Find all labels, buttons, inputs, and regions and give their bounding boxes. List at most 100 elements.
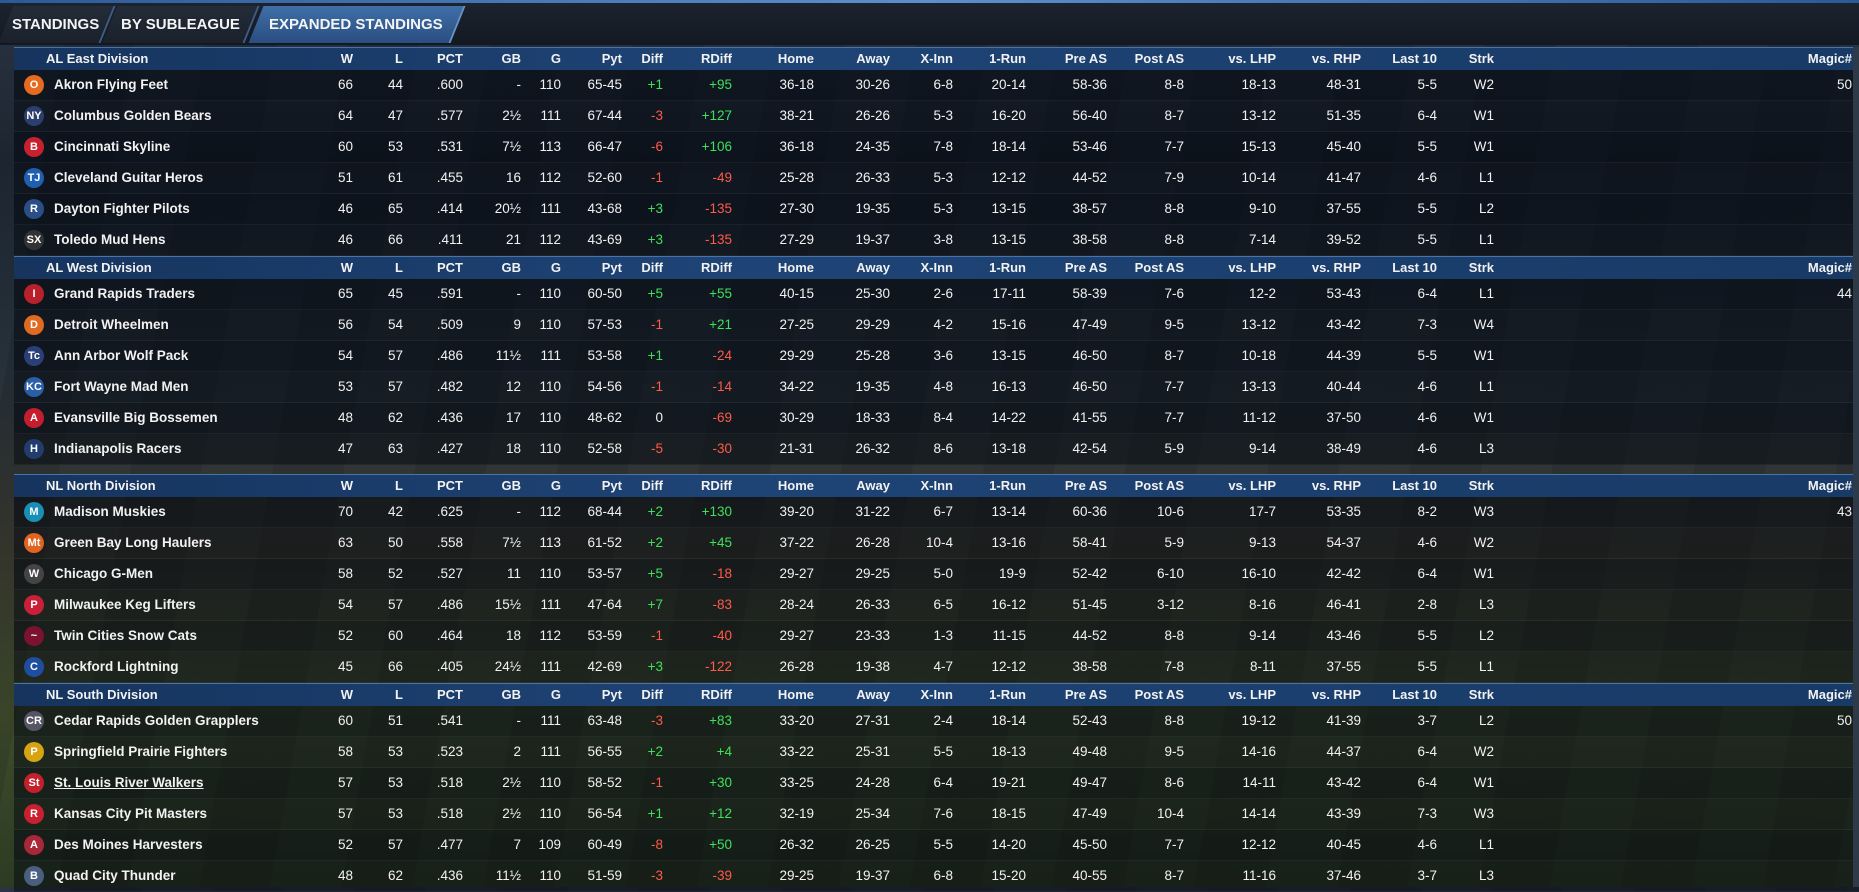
- column-header-diff[interactable]: Diff: [641, 260, 663, 275]
- team-row[interactable]: SX Toledo Mud Hens 46 66 .411 21 112 43-69 +3 -13…: [14, 225, 1859, 256]
- team-name-link[interactable]: Milwaukee Keg Lifters: [54, 597, 196, 612]
- column-header-pct[interactable]: PCT: [437, 260, 463, 275]
- column-header-preas[interactable]: Pre AS: [1064, 478, 1107, 493]
- column-header-strk[interactable]: Strk: [1468, 478, 1494, 493]
- column-header-last10[interactable]: Last 10: [1392, 260, 1437, 275]
- team-name-link[interactable]: Akron Flying Feet: [54, 77, 169, 92]
- column-header-onerun[interactable]: 1-Run: [989, 51, 1026, 66]
- column-header-postas[interactable]: Post AS: [1134, 478, 1184, 493]
- team-name-link[interactable]: Cedar Rapids Golden Grapplers: [54, 713, 259, 728]
- team-name-link[interactable]: Twin Cities Snow Cats: [54, 628, 198, 643]
- team-name-link[interactable]: Green Bay Long Haulers: [54, 535, 212, 550]
- scrollbar-thumb[interactable]: [1853, 47, 1859, 887]
- team-row[interactable]: M Madison Muskies 70 42 .625 - 112 68-44 +2 +130 3…: [14, 497, 1859, 528]
- column-header-pyt[interactable]: Pyt: [601, 478, 622, 493]
- column-header-rdiff[interactable]: RDiff: [700, 478, 732, 493]
- column-header-last10[interactable]: Last 10: [1392, 478, 1437, 493]
- team-name-link[interactable]: Indianapolis Racers: [54, 441, 182, 456]
- column-header-gb[interactable]: GB: [501, 687, 522, 702]
- column-header-gb[interactable]: GB: [501, 260, 522, 275]
- column-header-diff[interactable]: Diff: [641, 687, 663, 702]
- team-row[interactable]: O Akron Flying Feet 66 44 .600 - 110 65-45 +1 +95…: [14, 70, 1859, 101]
- team-name-link[interactable]: Detroit Wheelmen: [54, 317, 169, 332]
- column-header-gb[interactable]: GB: [501, 478, 522, 493]
- column-header-strk[interactable]: Strk: [1468, 260, 1494, 275]
- column-header-xinn[interactable]: X-Inn: [920, 478, 954, 493]
- team-name-link[interactable]: Rockford Lightning: [54, 659, 179, 674]
- team-row[interactable]: A Evansville Big Bossemen 48 62 .436 17 110 48-…: [14, 403, 1859, 434]
- team-row[interactable]: NY Columbus Golden Bears 64 47 .577 2½ 111 67-4…: [14, 101, 1859, 132]
- column-header-away[interactable]: Away: [856, 687, 890, 702]
- column-header-vslhp[interactable]: vs. LHP: [1228, 260, 1276, 275]
- column-header-onerun[interactable]: 1-Run: [989, 260, 1026, 275]
- team-row[interactable]: CR Cedar Rapids Golden Grapplers 60 51 .541 -…: [14, 706, 1859, 737]
- tab-standings[interactable]: STANDINGS: [0, 6, 116, 43]
- column-header-l[interactable]: L: [395, 260, 403, 275]
- column-header-preas[interactable]: Pre AS: [1064, 260, 1107, 275]
- column-header-w[interactable]: W: [340, 51, 353, 66]
- team-row[interactable]: KC Fort Wayne Mad Men 53 57 .482 12 110 54-56 -1…: [14, 372, 1859, 403]
- column-header-vslhp[interactable]: vs. LHP: [1228, 478, 1276, 493]
- team-name-link[interactable]: Chicago G-Men: [54, 566, 154, 581]
- team-name-link[interactable]: St. Louis River Walkers: [54, 775, 204, 790]
- team-row[interactable]: Tc Ann Arbor Wolf Pack 54 57 .486 11½ 111 53-58…: [14, 341, 1859, 372]
- column-header-home[interactable]: Home: [777, 260, 814, 275]
- team-row[interactable]: R Kansas City Pit Masters 57 53 .518 2½ 110 56-…: [14, 799, 1859, 830]
- column-header-pct[interactable]: PCT: [437, 478, 463, 493]
- team-name-link[interactable]: Cincinnati Skyline: [54, 139, 171, 154]
- column-header-diff[interactable]: Diff: [641, 51, 663, 66]
- column-header-home[interactable]: Home: [777, 478, 814, 493]
- team-row[interactable]: H Indianapolis Racers 47 63 .427 18 110 52-58 -5…: [14, 434, 1859, 465]
- team-name-link[interactable]: Evansville Big Bossemen: [54, 410, 218, 425]
- column-header-g[interactable]: G: [550, 260, 561, 275]
- column-header-vsrhp[interactable]: vs. RHP: [1311, 478, 1361, 493]
- column-header-pyt[interactable]: Pyt: [601, 260, 622, 275]
- column-header-w[interactable]: W: [340, 260, 353, 275]
- team-row[interactable]: P Milwaukee Keg Lifters 54 57 .486 15½ 111 47-6…: [14, 590, 1859, 621]
- team-row[interactable]: C Rockford Lightning 45 66 .405 24½ 111 42-69 +3…: [14, 652, 1859, 683]
- team-row[interactable]: TJ Cleveland Guitar Heros 51 61 .455 16 112 52-…: [14, 163, 1859, 194]
- team-row[interactable]: St St. Louis River Walkers 57 53 .518 2½ 110 58…: [14, 768, 1859, 799]
- column-header-rdiff[interactable]: RDiff: [700, 260, 732, 275]
- column-header-pyt[interactable]: Pyt: [601, 687, 622, 702]
- team-row[interactable]: W Chicago G-Men 58 52 .527 11 110 53-57 +5 -18 29-…: [14, 559, 1859, 590]
- column-header-rdiff[interactable]: RDiff: [700, 687, 732, 702]
- column-header-strk[interactable]: Strk: [1468, 687, 1494, 702]
- column-header-diff[interactable]: Diff: [641, 478, 663, 493]
- team-name-link[interactable]: Des Moines Harvesters: [54, 837, 203, 852]
- column-header-l[interactable]: L: [395, 687, 403, 702]
- column-header-xinn[interactable]: X-Inn: [920, 260, 954, 275]
- column-header-postas[interactable]: Post AS: [1134, 687, 1184, 702]
- column-header-pct[interactable]: PCT: [437, 51, 463, 66]
- team-row[interactable]: R Dayton Fighter Pilots 46 65 .414 20½ 111 43-6…: [14, 194, 1859, 225]
- team-row[interactable]: A Des Moines Harvesters 52 57 .477 7 109 60-49 -…: [14, 830, 1859, 861]
- column-header-vsrhp[interactable]: vs. RHP: [1311, 687, 1361, 702]
- tab-expanded-standings[interactable]: EXPANDED STANDINGS: [248, 6, 466, 43]
- column-header-preas[interactable]: Pre AS: [1064, 687, 1107, 702]
- team-name-link[interactable]: Kansas City Pit Masters: [54, 806, 208, 821]
- column-header-w[interactable]: W: [340, 478, 353, 493]
- column-header-xinn[interactable]: X-Inn: [920, 51, 954, 66]
- column-header-w[interactable]: W: [340, 687, 353, 702]
- column-header-onerun[interactable]: 1-Run: [989, 478, 1026, 493]
- column-header-last10[interactable]: Last 10: [1392, 51, 1437, 66]
- team-row[interactable]: ~ Twin Cities Snow Cats 52 60 .464 18 112 53-59…: [14, 621, 1859, 652]
- column-header-gb[interactable]: GB: [501, 51, 522, 66]
- column-header-vsrhp[interactable]: vs. RHP: [1311, 51, 1361, 66]
- team-row[interactable]: I Grand Rapids Traders 65 45 .591 - 110 60-50 +5…: [14, 279, 1859, 310]
- team-name-link[interactable]: Madison Muskies: [54, 504, 166, 519]
- column-header-postas[interactable]: Post AS: [1134, 51, 1184, 66]
- column-header-onerun[interactable]: 1-Run: [989, 687, 1026, 702]
- team-row[interactable]: B Cincinnati Skyline 60 53 .531 7½ 113 66-47 -6 +…: [14, 132, 1859, 163]
- column-header-strk[interactable]: Strk: [1468, 51, 1494, 66]
- team-name-link[interactable]: Springfield Prairie Fighters: [54, 744, 228, 759]
- column-header-away[interactable]: Away: [856, 478, 890, 493]
- column-header-g[interactable]: G: [550, 51, 561, 66]
- column-header-postas[interactable]: Post AS: [1134, 260, 1184, 275]
- column-header-pct[interactable]: PCT: [437, 687, 463, 702]
- team-name-link[interactable]: Grand Rapids Traders: [54, 286, 196, 301]
- team-name-link[interactable]: Columbus Golden Bears: [54, 108, 212, 123]
- tab-by-subleague[interactable]: BY SUBLEAGUE: [102, 6, 260, 43]
- column-header-vslhp[interactable]: vs. LHP: [1228, 687, 1276, 702]
- column-header-vslhp[interactable]: vs. LHP: [1228, 51, 1276, 66]
